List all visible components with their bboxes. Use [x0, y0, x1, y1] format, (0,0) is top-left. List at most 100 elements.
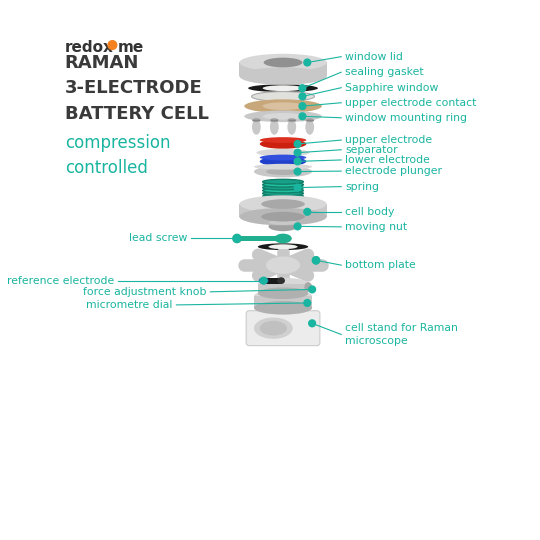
- Ellipse shape: [268, 221, 298, 231]
- Ellipse shape: [262, 182, 303, 187]
- Ellipse shape: [258, 244, 308, 250]
- Ellipse shape: [270, 118, 279, 122]
- Circle shape: [309, 286, 315, 293]
- Text: upper electrode: upper electrode: [345, 135, 432, 145]
- Circle shape: [304, 300, 310, 306]
- Ellipse shape: [239, 54, 327, 71]
- Ellipse shape: [266, 168, 300, 175]
- Text: upper electrode contact: upper electrode contact: [345, 98, 476, 108]
- Circle shape: [234, 235, 240, 242]
- Ellipse shape: [259, 277, 268, 284]
- Text: window mounting ring: window mounting ring: [345, 113, 467, 123]
- Ellipse shape: [312, 256, 320, 265]
- Ellipse shape: [248, 84, 318, 92]
- Ellipse shape: [262, 191, 303, 196]
- Circle shape: [304, 59, 310, 66]
- Ellipse shape: [262, 85, 303, 91]
- Text: moving nut: moving nut: [345, 222, 407, 232]
- Text: controlled: controlled: [65, 159, 148, 177]
- Ellipse shape: [268, 220, 298, 225]
- Bar: [264, 278, 281, 284]
- Ellipse shape: [268, 244, 298, 249]
- Ellipse shape: [262, 188, 303, 193]
- Text: me: me: [118, 40, 144, 55]
- Text: window lid: window lid: [345, 52, 403, 62]
- Text: lower electrode: lower electrode: [345, 155, 430, 165]
- Text: RAMAN: RAMAN: [65, 54, 139, 72]
- Ellipse shape: [261, 199, 305, 209]
- Circle shape: [299, 103, 306, 110]
- Ellipse shape: [232, 234, 242, 244]
- Circle shape: [108, 40, 117, 49]
- Ellipse shape: [262, 179, 303, 184]
- Circle shape: [304, 208, 310, 215]
- Text: spring: spring: [345, 181, 379, 192]
- Ellipse shape: [252, 118, 261, 122]
- Ellipse shape: [254, 318, 293, 339]
- Text: bottom plate: bottom plate: [345, 260, 416, 270]
- Circle shape: [299, 113, 306, 120]
- Ellipse shape: [305, 282, 312, 292]
- Ellipse shape: [260, 154, 306, 160]
- Text: sealing gasket: sealing gasket: [345, 67, 424, 77]
- Ellipse shape: [254, 301, 312, 315]
- Bar: [254, 296, 312, 308]
- Text: cell body: cell body: [345, 207, 395, 217]
- Text: BATTERY CELL: BATTERY CELL: [65, 105, 209, 123]
- Text: separator: separator: [345, 145, 398, 155]
- Text: electrode plunger: electrode plunger: [345, 166, 442, 176]
- Ellipse shape: [287, 119, 296, 135]
- Ellipse shape: [260, 321, 287, 335]
- Ellipse shape: [239, 208, 327, 225]
- Circle shape: [299, 93, 306, 100]
- Text: 3-ELECTRODE: 3-ELECTRODE: [65, 79, 202, 97]
- Text: compression: compression: [65, 134, 170, 152]
- Text: redox: redox: [65, 40, 114, 55]
- Ellipse shape: [260, 137, 306, 143]
- Ellipse shape: [305, 118, 314, 122]
- Circle shape: [294, 149, 301, 156]
- Circle shape: [294, 223, 301, 230]
- FancyBboxPatch shape: [246, 310, 320, 346]
- Circle shape: [313, 257, 319, 264]
- Ellipse shape: [309, 286, 315, 293]
- Ellipse shape: [262, 102, 303, 110]
- Circle shape: [299, 85, 306, 92]
- Ellipse shape: [262, 185, 303, 190]
- Circle shape: [294, 158, 301, 165]
- Ellipse shape: [258, 287, 308, 299]
- Ellipse shape: [277, 277, 285, 284]
- Bar: [239, 204, 327, 217]
- Ellipse shape: [262, 113, 303, 120]
- Ellipse shape: [260, 139, 306, 149]
- Circle shape: [309, 320, 315, 327]
- Ellipse shape: [260, 157, 306, 166]
- Circle shape: [294, 168, 301, 175]
- Text: force adjustment knob: force adjustment knob: [83, 287, 206, 297]
- Circle shape: [260, 277, 267, 284]
- Ellipse shape: [252, 92, 315, 102]
- Ellipse shape: [262, 194, 303, 199]
- Circle shape: [294, 140, 301, 147]
- Ellipse shape: [287, 118, 296, 122]
- Ellipse shape: [244, 99, 322, 113]
- Ellipse shape: [239, 68, 327, 85]
- Text: micrometre dial: micrometre dial: [86, 300, 172, 310]
- Ellipse shape: [258, 278, 308, 289]
- Ellipse shape: [256, 149, 310, 157]
- Ellipse shape: [254, 164, 312, 170]
- Ellipse shape: [270, 119, 279, 135]
- Ellipse shape: [254, 289, 312, 303]
- Ellipse shape: [239, 195, 327, 213]
- Text: reference electrode: reference electrode: [7, 275, 114, 286]
- Bar: [237, 236, 283, 241]
- Bar: [258, 284, 308, 293]
- Ellipse shape: [274, 234, 292, 244]
- Ellipse shape: [244, 111, 322, 122]
- Text: lead screw: lead screw: [129, 233, 187, 244]
- Ellipse shape: [264, 58, 302, 68]
- Ellipse shape: [305, 119, 314, 135]
- Ellipse shape: [252, 119, 261, 135]
- Ellipse shape: [261, 212, 305, 221]
- Ellipse shape: [254, 166, 312, 178]
